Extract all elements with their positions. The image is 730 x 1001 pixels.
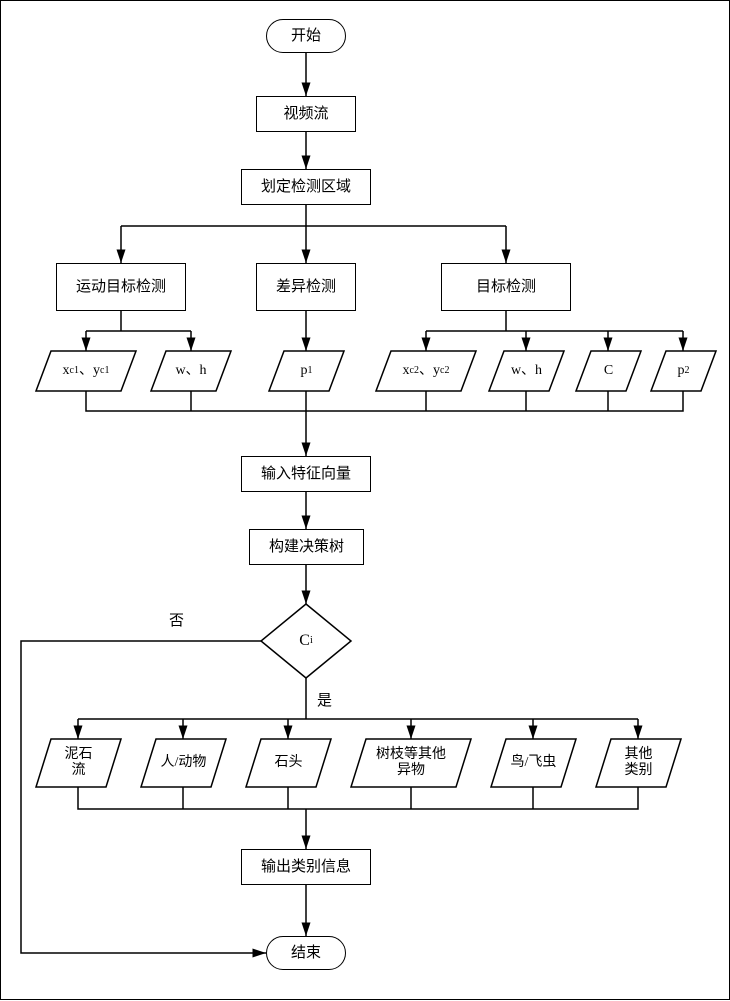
c6-shape [596, 739, 681, 787]
p_p2-shape [651, 351, 716, 391]
region-node: 划定检测区域 [241, 169, 371, 205]
tree-node: 构建决策树 [249, 529, 364, 565]
p_xcyc2-shape [376, 351, 476, 391]
edge-label-no: 否 [169, 609, 184, 630]
tree-label: 构建决策树 [269, 538, 344, 556]
c3-shape [246, 739, 331, 787]
c4-shape [351, 739, 471, 787]
output-node: 输出类别信息 [241, 849, 371, 885]
p_xcyc1-shape [36, 351, 136, 391]
edge-paras_collect [86, 391, 683, 411]
motion-node: 运动目标检测 [56, 263, 186, 311]
start-label: 开始 [291, 27, 321, 45]
video-node: 视频流 [256, 96, 356, 132]
input-node: 输入特征向量 [241, 456, 371, 492]
target-node: 目标检测 [441, 263, 571, 311]
motion-label: 运动目标检测 [76, 278, 166, 296]
p_wh2-shape [489, 351, 564, 391]
end-node: 结束 [266, 936, 346, 970]
p_wh1-shape [151, 351, 231, 391]
input-label: 输入特征向量 [261, 465, 351, 483]
end-label: 结束 [291, 944, 321, 962]
p_p1-shape [269, 351, 344, 391]
p_C-shape [576, 351, 641, 391]
diff-node: 差异检测 [256, 263, 356, 311]
region-label: 划定检测区域 [261, 178, 351, 196]
start-node: 开始 [266, 19, 346, 53]
edge-label-yes: 是 [317, 689, 332, 710]
edge-dec_no [21, 641, 266, 953]
c5-shape [491, 739, 576, 787]
decision-shape [261, 604, 351, 678]
target-label: 目标检测 [476, 278, 536, 296]
video-label: 视频流 [283, 105, 328, 123]
diff-label: 差异检测 [276, 278, 336, 296]
c1-shape [36, 739, 121, 787]
edge-cats_collect [78, 787, 638, 809]
c2-shape [141, 739, 226, 787]
output-label: 输出类别信息 [261, 858, 351, 876]
